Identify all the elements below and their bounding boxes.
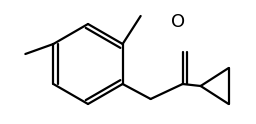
Text: O: O bbox=[171, 13, 185, 31]
